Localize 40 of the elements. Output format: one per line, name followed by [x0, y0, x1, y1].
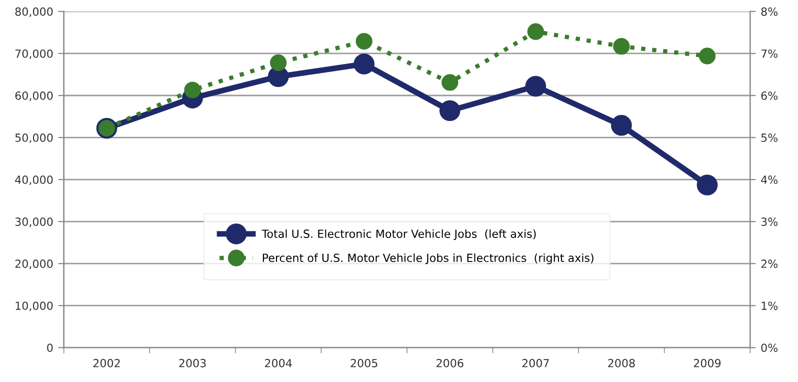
- legend-label: Percent of U.S. Motor Vehicle Jobs in Electronics (right axis): [262, 253, 594, 264]
- legend-label: Total U.S. Electronic Motor Vehicle Jobs (left axis): [262, 229, 536, 240]
- point: [356, 32, 372, 50]
- x-tick-label: 2009: [694, 358, 721, 368]
- point: [442, 74, 458, 91]
- point: [696, 174, 718, 196]
- x-tick-label: 2007: [522, 358, 549, 368]
- y2-tick-label: 8%: [761, 7, 778, 16]
- y-tick-label: 10,000: [16, 302, 53, 312]
- x-tick-label: 2004: [264, 358, 292, 368]
- x-tick-label: 2002: [93, 358, 120, 368]
- x-tick-label: 2005: [350, 358, 378, 368]
- y-tick-label: 40,000: [15, 176, 53, 186]
- y2-tick-label: 1%: [762, 302, 778, 310]
- y-tick-label: 30,000: [15, 218, 53, 228]
- point: [270, 54, 287, 72]
- y-tick-label: 70,000: [15, 49, 53, 59]
- point: [611, 114, 632, 136]
- y2-tick-label: 3%: [761, 218, 778, 226]
- point: [527, 23, 544, 40]
- y2-tick-label: 2%: [761, 260, 778, 268]
- y-tick-label: 60,000: [15, 91, 53, 102]
- y2-tick-label: 5%: [761, 133, 778, 142]
- x-tick-label: 2008: [608, 358, 635, 368]
- y2-tick-label: 7%: [761, 49, 778, 58]
- point: [184, 82, 201, 98]
- point: [525, 76, 546, 97]
- point: [613, 38, 630, 55]
- x-tick-label: 2006: [436, 358, 464, 368]
- point: [439, 100, 460, 122]
- y-tick-label: 20,000: [15, 260, 53, 270]
- y-tick-label: 0: [47, 344, 53, 352]
- y-tick-label: 80,000: [15, 7, 53, 17]
- point: [354, 54, 375, 74]
- y2-tick-label: 4%: [761, 176, 778, 184]
- x-tick-label: 2003: [179, 358, 206, 368]
- y2-tick-label: 0%: [761, 344, 778, 352]
- y2-tick-label: 6%: [761, 91, 778, 100]
- y-tick-label: 50,000: [15, 133, 53, 144]
- point: [698, 48, 716, 64]
